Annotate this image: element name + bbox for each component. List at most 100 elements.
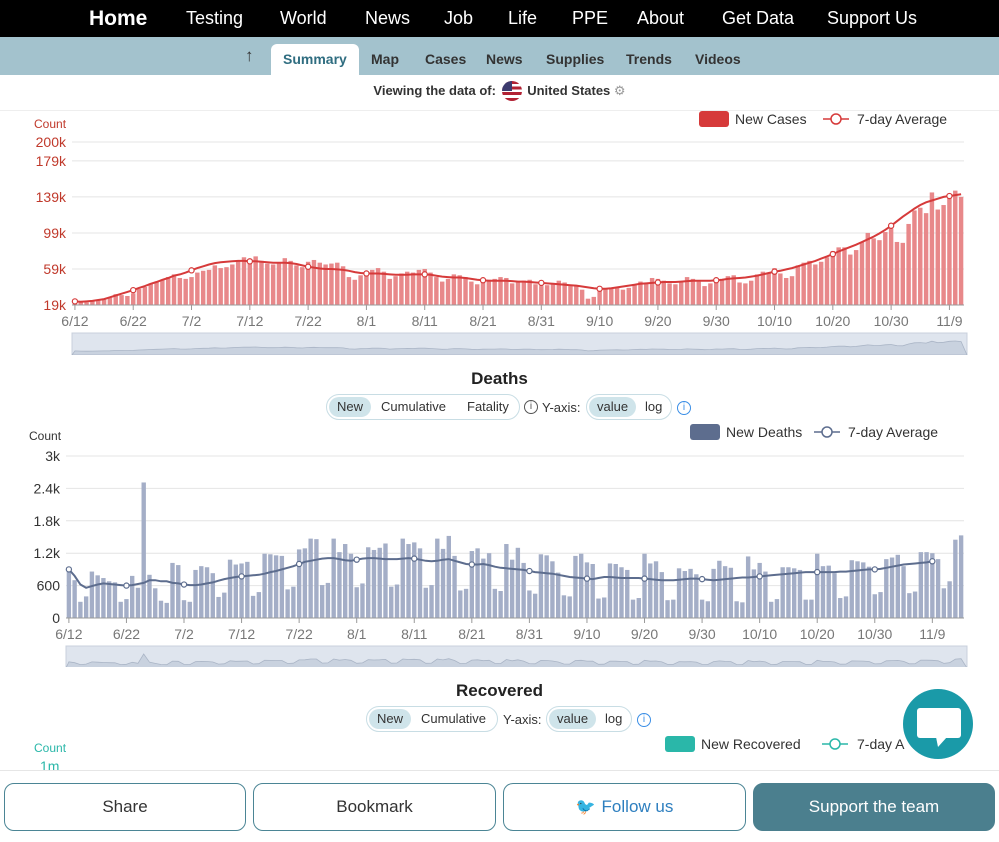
- bar: [515, 282, 521, 305]
- bar: [469, 281, 474, 305]
- average-line: [74, 193, 962, 303]
- bar: [247, 259, 253, 305]
- x-tick-label: 9/30: [688, 626, 715, 642]
- bar: [901, 566, 906, 618]
- bar: [774, 599, 780, 618]
- deaths-mode-cumulative[interactable]: Cumulative: [381, 399, 447, 414]
- info-icon[interactable]: i: [637, 713, 651, 727]
- recovered-scale-log[interactable]: log: [605, 711, 623, 726]
- y-tick-label: 179k: [36, 153, 67, 169]
- country-selector[interactable]: United States: [527, 83, 611, 98]
- tab-summary[interactable]: Summary: [271, 44, 359, 75]
- recovered-mode-new[interactable]: New: [369, 709, 412, 729]
- arrow-up-icon[interactable]: ↑: [245, 46, 254, 65]
- nav-life[interactable]: Life: [508, 8, 538, 28]
- bar: [187, 601, 192, 618]
- nav-news[interactable]: News: [365, 8, 411, 28]
- bar: [504, 544, 509, 618]
- bar: [317, 262, 322, 305]
- bar: [555, 572, 561, 618]
- nav-support-us[interactable]: Support Us: [827, 8, 918, 28]
- bar: [556, 280, 562, 305]
- legend-swatch: [699, 111, 729, 127]
- bar: [745, 556, 751, 618]
- recovered-scale-value[interactable]: value: [549, 709, 597, 729]
- bar: [584, 562, 590, 618]
- y-axis-title: Count: [34, 741, 67, 755]
- deaths-mode-fatality[interactable]: Fatality: [467, 399, 509, 414]
- bar: [694, 574, 699, 618]
- bar: [590, 564, 595, 618]
- x-tick-label: 10/20: [815, 313, 850, 329]
- bar: [253, 256, 258, 305]
- average-point: [871, 566, 878, 573]
- bar: [836, 247, 841, 305]
- bookmark-button[interactable]: Bookmark: [253, 783, 496, 831]
- tab-supplies[interactable]: Supplies: [546, 51, 605, 67]
- bar: [789, 276, 795, 305]
- bar: [340, 266, 346, 305]
- tab-map[interactable]: Map: [371, 51, 399, 67]
- nav-ppe[interactable]: PPE: [572, 8, 609, 28]
- bar: [300, 267, 305, 305]
- y-tick-label: 1m: [40, 758, 59, 770]
- nav-home[interactable]: Home: [89, 7, 148, 30]
- bar: [743, 283, 748, 305]
- bar: [757, 562, 762, 618]
- bar: [801, 262, 806, 305]
- nav-about[interactable]: About: [637, 8, 685, 28]
- y-axis-title: Count: [34, 117, 67, 131]
- bar: [405, 271, 410, 305]
- bar: [451, 274, 457, 305]
- tab-news[interactable]: News: [486, 51, 523, 67]
- bar: [410, 272, 416, 305]
- bar: [843, 596, 849, 618]
- info-icon[interactable]: i: [524, 400, 538, 414]
- bar: [256, 592, 262, 618]
- chat-button[interactable]: [903, 689, 973, 759]
- bar: [130, 575, 135, 618]
- bar: [620, 289, 626, 305]
- bar: [797, 569, 803, 618]
- x-tick-label: 8/31: [528, 313, 555, 329]
- bar: [154, 281, 159, 305]
- nav-testing[interactable]: Testing: [186, 8, 244, 28]
- bar: [486, 553, 492, 618]
- deaths-scale-value[interactable]: value: [589, 397, 637, 417]
- deaths-mode-new[interactable]: New: [329, 397, 372, 417]
- navigator-area: [66, 653, 967, 667]
- bar: [642, 553, 647, 618]
- bar: [809, 599, 814, 618]
- bar: [276, 262, 282, 305]
- nav-get-data[interactable]: Get Data: [722, 8, 795, 28]
- bar: [412, 542, 417, 618]
- us-flag-icon: [501, 80, 522, 101]
- nav-world[interactable]: World: [280, 8, 327, 28]
- info-icon[interactable]: i: [677, 401, 691, 415]
- tab-videos[interactable]: Videos: [695, 51, 741, 67]
- average-point: [479, 277, 487, 284]
- x-tick-label: 7/12: [228, 626, 255, 642]
- bar: [923, 213, 929, 305]
- gear-icon[interactable]: ⚙: [613, 83, 626, 98]
- bar: [381, 271, 387, 305]
- deaths-scale-log[interactable]: log: [645, 399, 663, 414]
- deaths-scale-toggle: value log: [586, 394, 672, 420]
- bar: [222, 592, 227, 618]
- follow-button[interactable]: 🐦 Follow us: [503, 783, 746, 831]
- average-point: [304, 263, 312, 270]
- tab-cases[interactable]: Cases: [425, 51, 467, 67]
- share-button[interactable]: Share: [4, 783, 246, 831]
- bar: [521, 280, 527, 305]
- bar: [358, 275, 363, 305]
- bar: [648, 563, 653, 618]
- bar: [906, 223, 911, 305]
- x-tick-label: 8/11: [401, 626, 427, 642]
- tab-trends[interactable]: Trends: [626, 51, 672, 67]
- bar: [711, 568, 716, 618]
- support-button[interactable]: Support the team: [753, 783, 995, 831]
- range-navigator: [65, 645, 968, 667]
- recovered-mode-cumulative[interactable]: Cumulative: [421, 711, 487, 726]
- bar: [929, 192, 935, 305]
- nav-job[interactable]: Job: [444, 8, 474, 28]
